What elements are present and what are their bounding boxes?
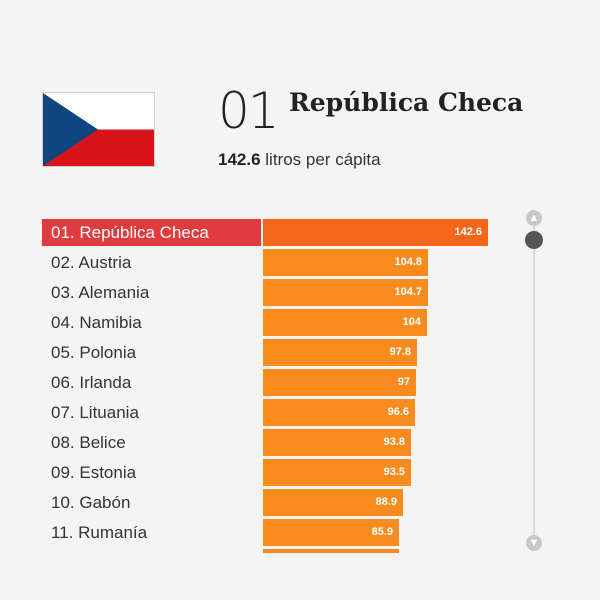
bar-value-label: 104.8 [394,256,422,268]
bar[interactable] [263,489,403,516]
scroll-thumb[interactable] [525,231,543,249]
bar-value-label: 104 [402,316,421,328]
bar[interactable] [263,219,488,246]
bar[interactable] [263,249,428,276]
category-label[interactable]: 01. República Checa [51,223,209,242]
bar-value-label: 142.6 [454,226,482,238]
category-label[interactable]: 07. Lituania [51,403,139,422]
category-label[interactable]: 11. Rumanía [51,523,148,542]
czech-flag-icon [43,93,154,166]
category-label[interactable]: 04. Namibia [51,313,142,332]
bar[interactable] [263,459,411,486]
bar-value-label: 93.8 [383,436,405,448]
category-label[interactable]: 09. Estonia [51,463,137,482]
category-label[interactable]: 03. Alemania [51,283,150,302]
bar[interactable] [263,399,415,426]
bar[interactable] [263,369,416,396]
bar[interactable] [263,279,428,306]
bar[interactable] [263,309,427,336]
active-row-highlight[interactable] [42,219,261,246]
bar-value-label: 85.9 [371,526,393,538]
arrow-down-icon[interactable]: ▼ [526,535,542,551]
bar-next-partial [263,549,399,553]
bar-value-label: 93.5 [383,466,405,478]
bar-value-label: 97.8 [389,346,411,358]
bar[interactable] [263,519,399,546]
category-label[interactable]: 06. Irlanda [51,373,132,392]
bar-value-label: 104.7 [394,286,422,298]
header-rank: 01 [218,82,280,140]
bar-value-label: 96.6 [387,406,409,418]
category-label[interactable]: 08. Belice [51,433,126,452]
header-subtitle: 142.6 litros per cápita [218,150,381,170]
country-flag [42,92,155,167]
category-label[interactable]: 05. Polonia [51,343,137,362]
bar[interactable] [263,339,417,366]
header-country: República Checa [289,88,524,117]
header-value: 142.6 [218,150,261,169]
bar[interactable] [263,429,411,456]
bar-value-label: 88.9 [375,496,397,508]
bar-value-label: 97 [397,376,410,388]
scroll-track[interactable] [533,225,535,535]
category-label[interactable]: 10. Gabón [51,493,131,512]
arrow-up-icon[interactable]: ▲ [526,210,542,226]
category-label[interactable]: 02. Austria [51,253,132,272]
header-unit: litros per cápita [265,150,381,169]
